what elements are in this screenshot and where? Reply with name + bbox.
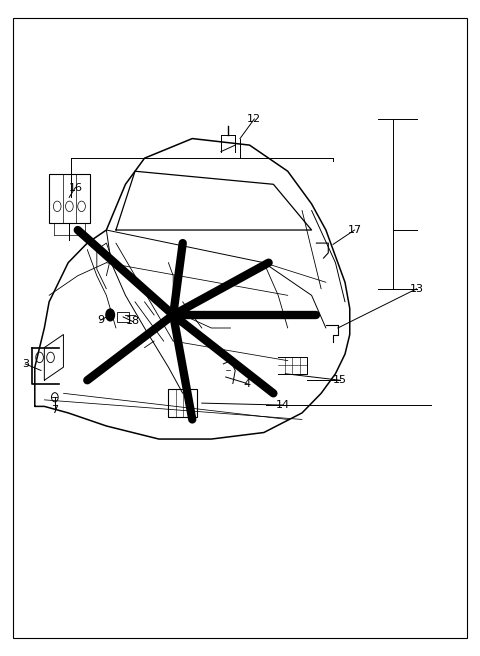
Text: 13: 13 — [409, 284, 423, 294]
Text: 4: 4 — [243, 379, 251, 388]
Text: 9: 9 — [97, 315, 104, 325]
Text: 18: 18 — [126, 316, 140, 327]
Text: 7: 7 — [51, 405, 59, 415]
Text: 15: 15 — [333, 375, 347, 385]
Text: 3: 3 — [22, 359, 29, 369]
Text: 17: 17 — [348, 225, 361, 235]
Text: 14: 14 — [276, 400, 290, 410]
Circle shape — [106, 309, 115, 321]
Text: 16: 16 — [68, 182, 83, 193]
Text: 12: 12 — [247, 114, 262, 124]
